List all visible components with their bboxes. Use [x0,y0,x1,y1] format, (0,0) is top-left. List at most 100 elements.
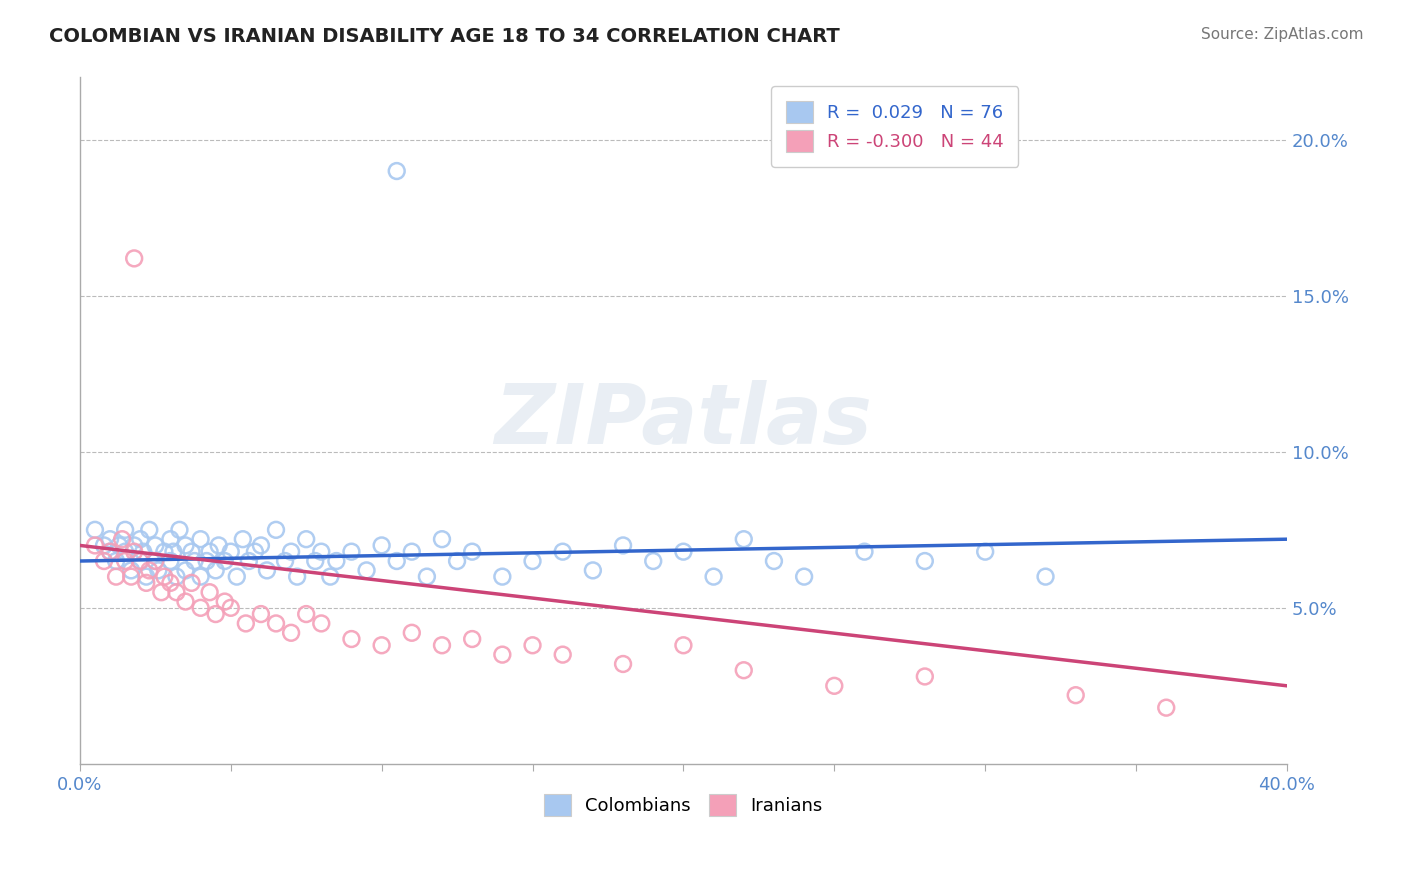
Point [401,625,423,640]
Point [461,632,484,646]
Point [304,554,326,568]
Point [180,575,202,590]
Point [183,554,205,568]
Point [174,594,197,608]
Text: ZIPatlas: ZIPatlas [495,380,872,461]
Point [122,544,145,558]
Point [522,638,544,652]
Point [143,554,166,568]
Point [114,544,136,558]
Point [108,538,131,552]
Point [672,638,695,652]
Point [311,616,333,631]
Point [138,563,160,577]
Point [159,554,181,568]
Point [153,544,176,558]
Point [311,544,333,558]
Point [243,544,266,558]
Point [143,554,166,568]
Point [280,625,302,640]
Point [461,544,484,558]
Point [285,569,308,583]
Point [219,600,242,615]
Point [295,607,318,621]
Point [174,538,197,552]
Point [165,569,187,583]
Point [190,532,212,546]
Point [250,607,273,621]
Point [120,563,142,577]
Point [551,648,574,662]
Point [551,544,574,558]
Point [264,616,287,631]
Point [280,544,302,558]
Point [274,554,297,568]
Point [84,523,107,537]
Legend: Colombians, Iranians: Colombians, Iranians [537,787,830,823]
Text: Source: ZipAtlas.com: Source: ZipAtlas.com [1201,27,1364,42]
Point [416,569,439,583]
Point [793,569,815,583]
Point [232,532,254,546]
Point [238,554,260,568]
Text: COLOMBIAN VS IRANIAN DISABILITY AGE 18 TO 34 CORRELATION CHART: COLOMBIAN VS IRANIAN DISABILITY AGE 18 T… [49,27,839,45]
Point [612,538,634,552]
Point [204,607,226,621]
Point [98,544,121,558]
Point [340,544,363,558]
Point [491,648,513,662]
Point [214,594,236,608]
Point [446,554,468,568]
Point [114,523,136,537]
Point [93,554,115,568]
Point [105,554,128,568]
Point [385,164,408,178]
Point [143,538,166,552]
Point [148,563,170,577]
Point [256,563,278,577]
Point [1035,569,1057,583]
Point [733,532,755,546]
Point [225,569,247,583]
Point [235,616,257,631]
Point [150,585,173,599]
Point [129,554,152,568]
Point [295,532,318,546]
Point [98,532,121,546]
Point [159,575,181,590]
Point [522,554,544,568]
Point [823,679,845,693]
Point [1154,700,1177,714]
Point [703,569,725,583]
Point [195,554,218,568]
Point [491,569,513,583]
Point [84,538,107,552]
Point [914,554,936,568]
Point [120,569,142,583]
Point [129,532,152,546]
Point [733,663,755,677]
Point [162,544,184,558]
Point [914,669,936,683]
Point [356,563,378,577]
Point [180,544,202,558]
Point [190,569,212,583]
Point [612,657,634,671]
Point [762,554,785,568]
Point [430,638,453,652]
Point [135,575,157,590]
Point [643,554,665,568]
Point [135,569,157,583]
Point [974,544,997,558]
Point [198,544,221,558]
Point [250,538,273,552]
Point [190,600,212,615]
Point [132,544,155,558]
Point [319,569,342,583]
Point [582,563,605,577]
Point [1064,688,1087,702]
Point [169,523,191,537]
Point [93,538,115,552]
Point [853,544,876,558]
Point [219,544,242,558]
